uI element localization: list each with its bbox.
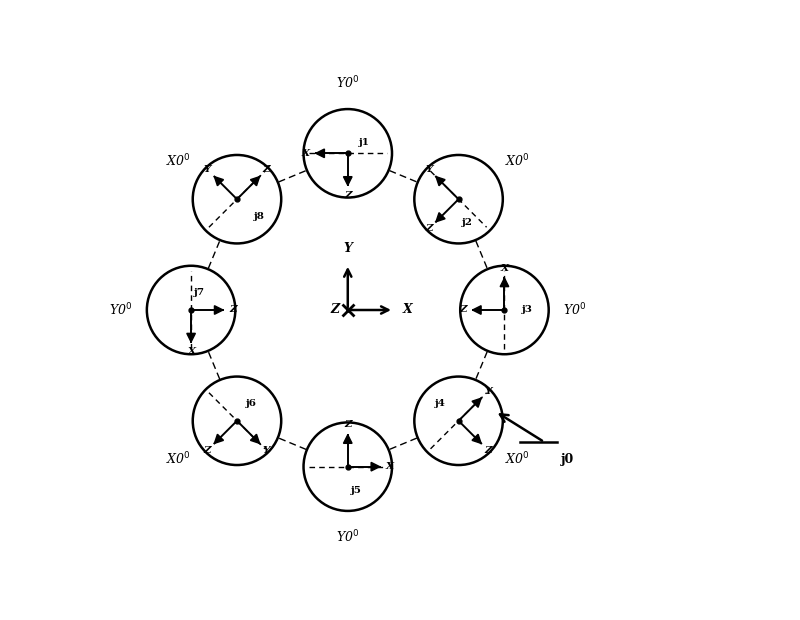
- Polygon shape: [214, 306, 223, 314]
- Polygon shape: [214, 434, 223, 443]
- Text: Y0$^0$: Y0$^0$: [109, 302, 132, 318]
- Circle shape: [460, 266, 549, 354]
- Circle shape: [193, 155, 282, 244]
- Text: Z: Z: [262, 165, 270, 174]
- Polygon shape: [500, 278, 509, 286]
- Circle shape: [303, 109, 392, 198]
- Polygon shape: [472, 398, 481, 407]
- Polygon shape: [473, 306, 481, 314]
- Text: j6: j6: [246, 399, 257, 408]
- Circle shape: [303, 422, 392, 511]
- Text: j2: j2: [462, 218, 473, 227]
- Polygon shape: [214, 177, 223, 186]
- Text: j4: j4: [435, 399, 446, 408]
- Text: X0$^0$: X0$^0$: [166, 451, 191, 467]
- Circle shape: [414, 376, 503, 465]
- Polygon shape: [250, 177, 259, 186]
- Text: Z: Z: [229, 306, 237, 314]
- Text: j3: j3: [522, 306, 533, 314]
- Circle shape: [414, 155, 503, 244]
- Polygon shape: [343, 177, 352, 185]
- Text: Y: Y: [485, 387, 492, 396]
- Text: Y: Y: [204, 165, 211, 174]
- Circle shape: [147, 266, 235, 354]
- Text: Z: Z: [344, 190, 351, 200]
- Text: j5: j5: [351, 485, 362, 495]
- Polygon shape: [343, 435, 352, 443]
- Text: Z: Z: [344, 420, 351, 430]
- Text: Y0$^0$: Y0$^0$: [563, 302, 586, 318]
- Text: X: X: [501, 264, 509, 273]
- Text: Y: Y: [426, 165, 433, 174]
- Polygon shape: [436, 213, 445, 222]
- Text: Z: Z: [484, 446, 492, 455]
- Text: j7: j7: [194, 288, 205, 298]
- Text: X0$^0$: X0$^0$: [166, 153, 191, 169]
- Text: Y0$^0$: Y0$^0$: [336, 529, 359, 546]
- Text: Z: Z: [426, 224, 433, 233]
- Polygon shape: [472, 434, 481, 443]
- Polygon shape: [371, 463, 380, 471]
- Circle shape: [193, 376, 282, 465]
- Text: Y: Y: [343, 242, 352, 255]
- Text: Z: Z: [459, 306, 466, 314]
- Text: X: X: [402, 304, 412, 316]
- Text: Z: Z: [330, 304, 339, 316]
- Polygon shape: [186, 334, 195, 342]
- Text: j0: j0: [561, 453, 574, 466]
- Polygon shape: [436, 177, 445, 186]
- Text: X0$^0$: X0$^0$: [505, 153, 530, 169]
- Polygon shape: [316, 149, 325, 157]
- Text: X: X: [302, 149, 310, 158]
- Text: X: X: [187, 347, 195, 356]
- Polygon shape: [250, 434, 259, 443]
- Text: Y: Y: [263, 446, 270, 455]
- Text: X: X: [386, 462, 394, 471]
- Text: j8: j8: [254, 212, 265, 221]
- Text: X0$^0$: X0$^0$: [505, 451, 530, 467]
- Text: Z: Z: [204, 446, 211, 455]
- Text: j1: j1: [359, 138, 370, 147]
- Text: Y0$^0$: Y0$^0$: [336, 74, 359, 91]
